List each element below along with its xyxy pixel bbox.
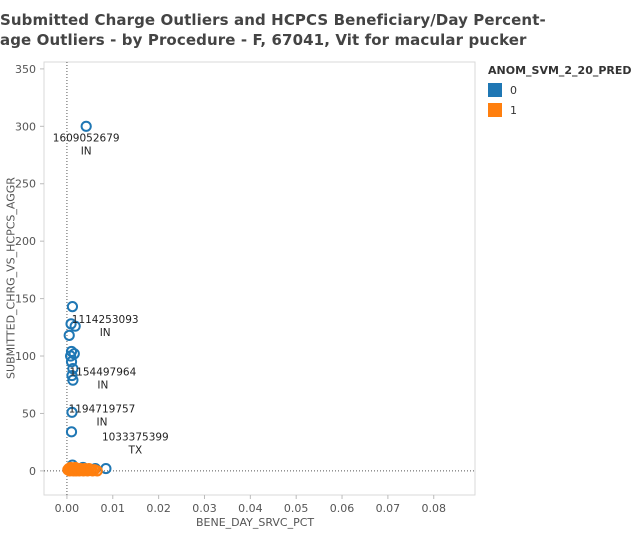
chart-title-line-1: Submitted Charge Outliers and HCPCS Bene… bbox=[0, 11, 546, 29]
point-series-0-8 bbox=[65, 356, 78, 368]
point-series-0-10 bbox=[66, 369, 78, 382]
y-axis-title: SUBMITTED_CHRG_VS_HCPCS_AGGR bbox=[4, 177, 18, 379]
point-series-0-13 bbox=[65, 426, 78, 438]
x-tick-label-8: 0.08 bbox=[421, 502, 446, 515]
y-tick-label-2: 100 bbox=[15, 350, 36, 363]
legend-item-1[interactable]: 1 bbox=[488, 103, 632, 117]
point-series-0-11 bbox=[67, 374, 79, 386]
y-tick-label-0: 0 bbox=[29, 465, 36, 478]
legend-swatch-0 bbox=[488, 83, 502, 97]
point-series-0-3 bbox=[69, 320, 81, 332]
y-tick-label-4: 200 bbox=[15, 235, 36, 248]
point-series-1-23 bbox=[91, 465, 103, 477]
point-series-0-1 bbox=[66, 301, 79, 313]
point-series-0-12 bbox=[66, 406, 78, 418]
annotation-id-4: 1033375399 bbox=[102, 432, 169, 444]
annotation-state-3: IN bbox=[96, 416, 107, 428]
point-series-0-4 bbox=[63, 329, 75, 341]
x-axis-title: BENE_DAY_SRVC_PCT bbox=[196, 516, 315, 529]
x-tick-label-6: 0.06 bbox=[330, 502, 355, 515]
legend-swatch-1 bbox=[488, 103, 502, 117]
plot-area bbox=[43, 61, 476, 496]
chart-title-line-2: age Outliers - by Procedure - F, 67041, … bbox=[0, 31, 527, 49]
legend-title: ANOM_SVM_2_20_PRED bbox=[488, 64, 632, 77]
x-tick-label-2: 0.02 bbox=[146, 502, 171, 515]
x-tick-label-4: 0.04 bbox=[238, 502, 263, 515]
annotation-state-0: IN bbox=[81, 145, 92, 157]
annotation-state-2: IN bbox=[97, 380, 108, 392]
y-tick-label-7: 350 bbox=[15, 63, 36, 76]
annotation-id-1: 1114253093 bbox=[72, 314, 139, 326]
annotation-id-2: 1154497964 bbox=[69, 367, 136, 379]
annotation-state-1: IN bbox=[100, 327, 111, 339]
x-tick-label-3: 0.03 bbox=[192, 502, 217, 515]
point-series-0-9 bbox=[67, 363, 79, 375]
point-series-0-0 bbox=[80, 120, 92, 132]
legend-label-0: 0 bbox=[510, 83, 517, 97]
point-series-0-5 bbox=[65, 345, 78, 358]
x-tick-label-5: 0.05 bbox=[284, 502, 309, 515]
y-tick-label-3: 150 bbox=[15, 293, 36, 306]
annotation-id-0: 1609052679 bbox=[53, 132, 120, 144]
y-tick-label-5: 250 bbox=[15, 178, 36, 191]
point-series-0-7 bbox=[64, 350, 77, 362]
annotation-id-3: 1194719757 bbox=[69, 403, 136, 415]
annotation-state-4: TX bbox=[128, 445, 143, 457]
x-tick-label-7: 0.07 bbox=[376, 502, 401, 515]
legend-item-0[interactable]: 0 bbox=[488, 83, 632, 97]
x-tick-label-0: 0.00 bbox=[55, 502, 80, 515]
y-tick-label-1: 50 bbox=[22, 407, 36, 420]
chart-title: Submitted Charge Outliers and HCPCS Bene… bbox=[0, 10, 546, 50]
legend: ANOM_SVM_2_20_PRED 0 1 bbox=[488, 64, 632, 117]
y-tick-label-6: 300 bbox=[15, 120, 36, 133]
x-tick-label-1: 0.01 bbox=[101, 502, 126, 515]
legend-label-1: 1 bbox=[510, 103, 517, 117]
